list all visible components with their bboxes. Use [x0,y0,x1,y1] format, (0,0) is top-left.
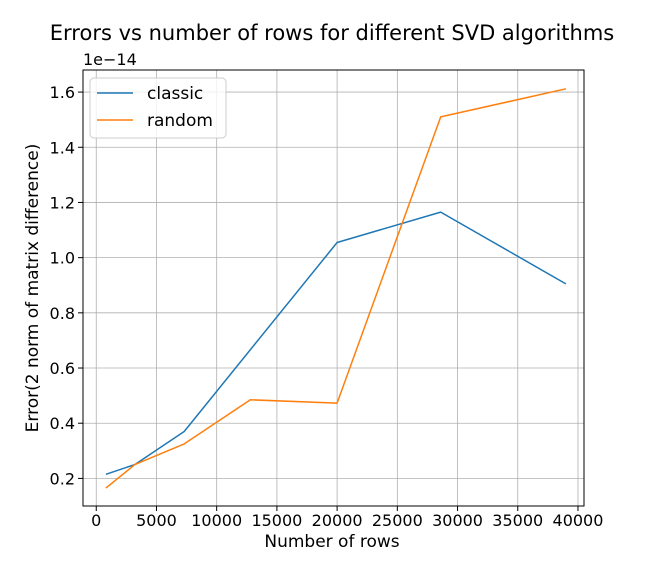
y-axis-ticks: 0.2 0.4 0.6 0.8 1.0 1.2 1.4 1.6 [50,83,83,488]
chart-title: Errors vs number of rows for different S… [50,21,614,45]
x-tick-label: 15000 [251,511,302,530]
y-tick-label: 1.2 [50,193,75,212]
series-line-classic [105,211,567,476]
x-tick-label: 25000 [372,511,423,530]
y-axis-title: Error(2 norm of matrix difference) [23,144,43,433]
x-tick-label: 20000 [312,511,363,530]
x-tick-label: 10000 [191,511,242,530]
x-axis-ticks: 0 5000 10000 15000 20000 25000 30000 35000 40000 [91,506,603,530]
y-tick-label: 1.0 [50,249,75,268]
x-tick-label: 30000 [432,511,483,530]
x-tick-label: 40000 [553,511,604,530]
y-tick-label: 1.4 [50,138,75,157]
x-axis-title: Number of rows [264,532,399,552]
legend-label-classic: classic [147,84,203,104]
x-tick-label: 5000 [136,511,177,530]
y-tick-label: 0.4 [50,414,75,433]
plot-frame [82,69,585,507]
y-tick-label: 0.8 [50,304,75,323]
series-lines [105,88,567,489]
y-tick-label: 0.2 [50,469,75,488]
series-line-random [105,88,567,489]
x-tick-label: 0 [91,511,101,530]
y-scale-label: 1e−14 [83,50,137,69]
y-tick-label: 0.6 [50,359,75,378]
legend-label-random: random [147,111,213,131]
x-tick-label: 35000 [492,511,543,530]
legend: classic random [89,77,227,139]
grid [83,70,584,506]
y-tick-label: 1.6 [50,83,75,102]
